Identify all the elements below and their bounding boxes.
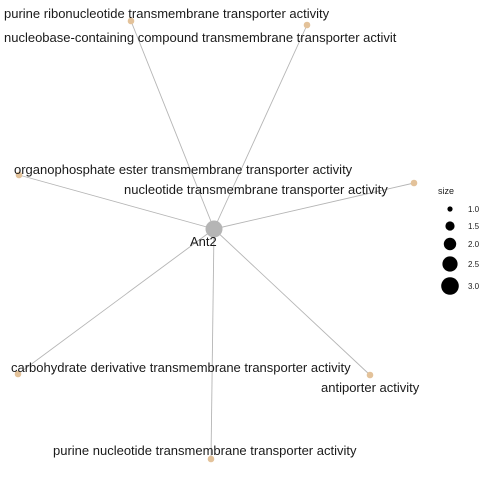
node-labels: purine ribonucleotide transmembrane tran… (4, 6, 420, 458)
edge-t1 (130, 20, 215, 230)
edge-t3 (18, 174, 215, 230)
legend-label-4: 2.5 (468, 260, 480, 269)
legend-dot-2 (445, 221, 455, 231)
node-t6[interactable] (366, 371, 374, 379)
legend-dot-5 (441, 277, 459, 295)
label-t6: antiporter activity (321, 380, 420, 395)
legend-label-2: 1.5 (468, 222, 480, 231)
node-t5[interactable] (14, 370, 22, 378)
label-t7: purine nucleotide transmembrane transpor… (53, 443, 357, 458)
legend-label-3: 2.0 (468, 240, 480, 249)
node-hub[interactable] (205, 220, 223, 238)
legend-label-1: 1.0 (468, 205, 480, 214)
label-t3: organophosphate ester transmembrane tran… (14, 162, 353, 177)
edge-t7 (210, 228, 215, 460)
legend-dot-3 (443, 237, 457, 251)
legend-label-5: 3.0 (468, 282, 480, 291)
label-t1: purine ribonucleotide transmembrane tran… (4, 6, 330, 21)
edge-t4 (213, 182, 415, 230)
label-hub: Ant2 (190, 234, 217, 249)
label-t5: carbohydrate derivative transmembrane tr… (11, 360, 351, 375)
label-t2: nucleobase-containing compound transmemb… (4, 30, 397, 45)
node-t3[interactable] (15, 171, 23, 179)
legend-dot-4 (442, 256, 458, 272)
node-t2[interactable] (303, 21, 311, 29)
size-legend: size 1.0 1.5 2.0 2.5 3.0 (438, 186, 480, 295)
node-t4[interactable] (410, 179, 418, 187)
edge-t2 (213, 24, 308, 230)
edge-t6 (213, 228, 371, 376)
term-nodes (14, 17, 418, 463)
legend-title: size (438, 186, 454, 196)
node-t7[interactable] (207, 455, 215, 463)
label-t4: nucleotide transmembrane transporter act… (124, 182, 388, 197)
node-t1[interactable] (127, 17, 135, 25)
edges (17, 20, 415, 460)
edge-t5 (17, 228, 215, 375)
legend-dot-1 (447, 206, 453, 212)
